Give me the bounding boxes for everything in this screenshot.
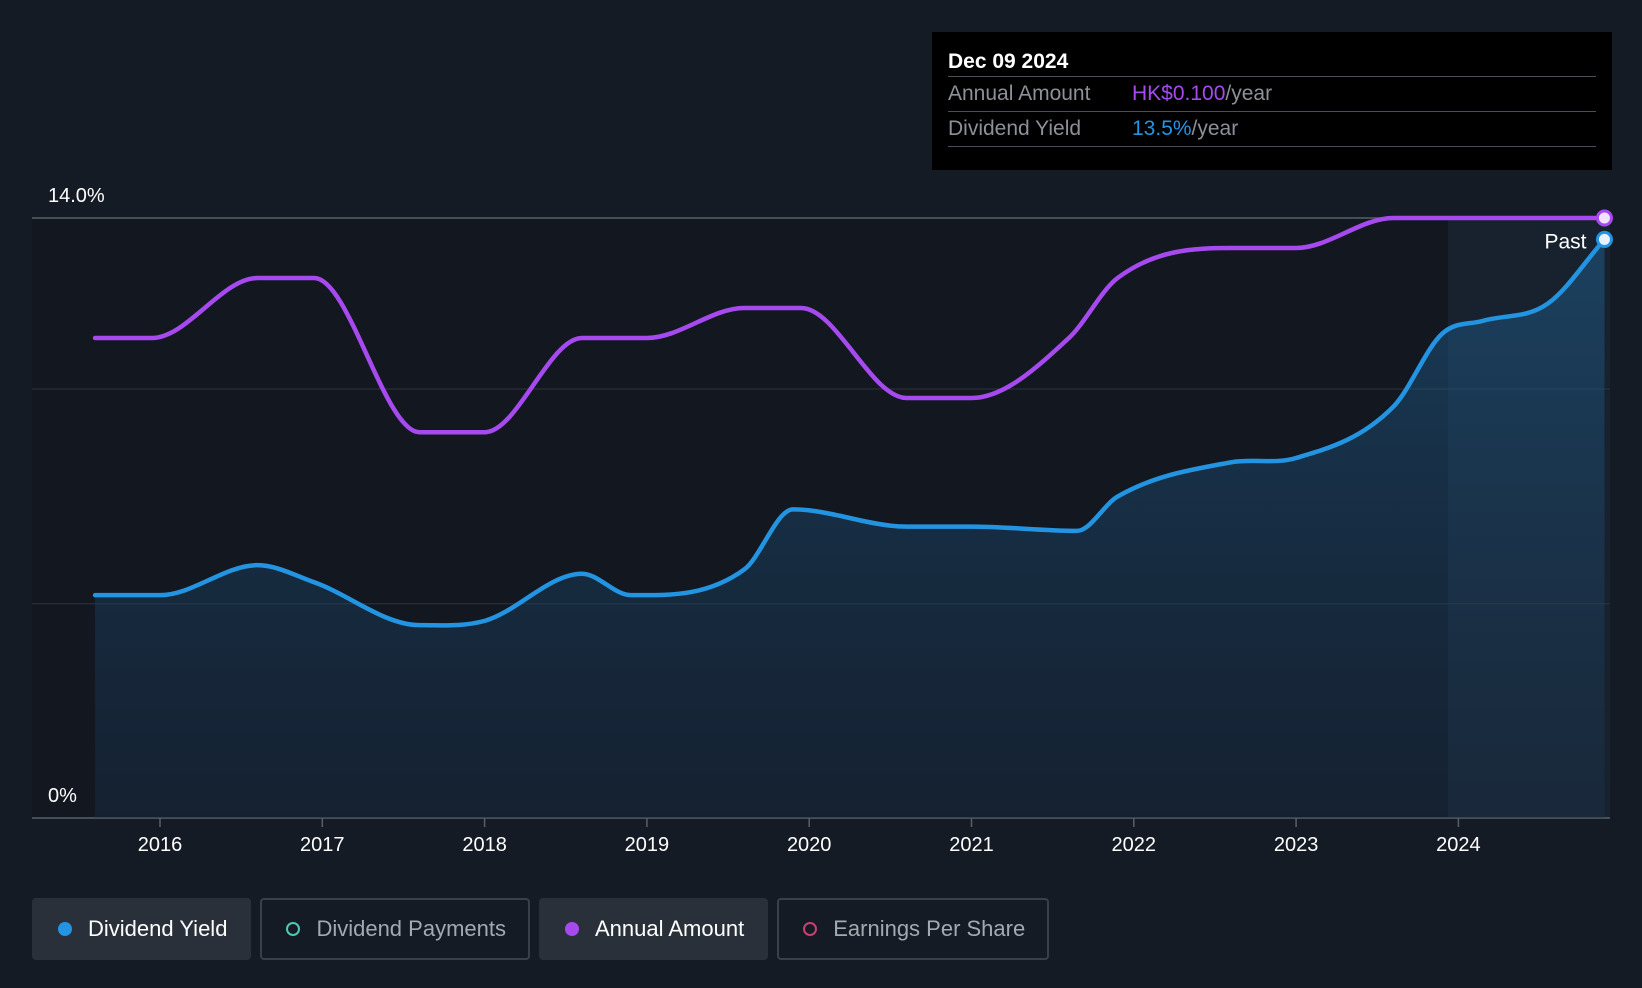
x-tick-label: 2022 xyxy=(1112,834,1157,856)
dividend-yield-end-marker xyxy=(1595,230,1613,248)
legend-dot-icon xyxy=(58,922,72,936)
x-tick-label: 2021 xyxy=(949,834,994,856)
dividend-yield-area xyxy=(95,239,1605,818)
legend-dividend-yield-button[interactable]: Dividend Yield xyxy=(32,898,252,960)
x-tick-label: 2019 xyxy=(625,834,670,856)
tooltip-unit: /year xyxy=(1191,117,1239,140)
annual-amount-end-marker xyxy=(1595,209,1613,227)
past-label: Past xyxy=(1544,230,1586,253)
x-tick-label: 2016 xyxy=(138,834,183,856)
legend-dot-icon xyxy=(564,922,579,936)
x-tick-label: 2018 xyxy=(462,834,507,856)
y-tick-label: 0% xyxy=(48,785,77,807)
tooltip-row-dividend-yield: Dividend Yield 13.5% /year xyxy=(948,112,1596,147)
legend-label: Dividend Yield xyxy=(88,916,228,941)
annual-amount-line xyxy=(92,215,1607,435)
x-tick-label: 2023 xyxy=(1274,834,1319,856)
legend-hollow-dot-icon xyxy=(803,922,818,936)
x-tick-label: 2024 xyxy=(1436,834,1481,856)
legend-hollow-dot-icon xyxy=(286,922,301,936)
legend-annual-amount-button[interactable]: Annual Amount xyxy=(538,898,769,960)
legend-label: Earnings Per Share xyxy=(833,916,1026,941)
tooltip-label: Annual Amount xyxy=(948,82,1091,105)
tooltip-unit: /year xyxy=(1225,82,1273,105)
tooltip-panel: Dec 09 2024 Annual Amount HK$0.100 /year… xyxy=(932,32,1612,170)
tooltip-date: Dec 09 2024 xyxy=(948,32,1596,77)
tooltip-value: HK$0.100 xyxy=(1132,82,1226,105)
tooltip-value: 13.5% xyxy=(1132,117,1192,140)
legend: Dividend Yield Dividend Payments Annual … xyxy=(32,898,1050,960)
dividend-yield-line xyxy=(92,237,1607,628)
tooltip-row-annual-amount: Annual Amount HK$0.100 /year xyxy=(948,77,1596,112)
legend-label: Annual Amount xyxy=(594,916,745,941)
x-tick-label: 2020 xyxy=(787,834,832,856)
legend-label: Dividend Payments xyxy=(316,916,506,941)
legend-dividend-payments-button[interactable]: Dividend Payments xyxy=(260,898,530,960)
tooltip-label: Dividend Yield xyxy=(948,117,1082,140)
x-tick-label: 2017 xyxy=(300,834,345,856)
legend-earnings-per-share-button[interactable]: Earnings Per Share xyxy=(777,898,1050,960)
y-tick-label: 14.0% xyxy=(48,185,105,207)
